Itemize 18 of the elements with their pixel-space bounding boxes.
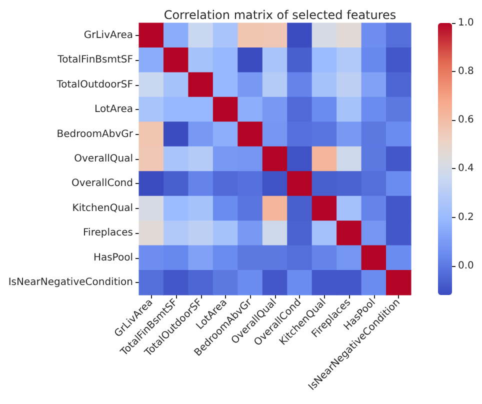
- y-tick-label: OverallCond: [71, 178, 133, 190]
- y-tick-label: BedroomAbvGr: [56, 128, 134, 140]
- color-bar-label: 0.0: [458, 260, 474, 272]
- y-tick-label: TotalOutdoorSF: [56, 79, 134, 90]
- y-tick-label: LotArea: [94, 104, 133, 116]
- y-tick-label: Fireplaces: [83, 228, 133, 239]
- color-bar-label: 0.4: [458, 163, 474, 174]
- y-tick-label: HasPool: [93, 252, 133, 264]
- y-tick-label: GrLivArea: [84, 30, 133, 41]
- y-tick-label: TotalFinBsmtSF: [56, 54, 134, 66]
- color-bar-label: 0.8: [458, 66, 474, 78]
- color-bar-label: 0.6: [458, 114, 474, 126]
- chart-title: Correlation matrix of selected features: [164, 8, 396, 22]
- y-tick-label: OverallQual: [74, 154, 133, 164]
- color-bar-label: 0.2: [458, 212, 474, 223]
- color-bar-label: 1.0: [458, 18, 474, 28]
- y-tick-label: KitchenQual: [72, 202, 133, 214]
- y-tick-label: IsNearNegativeCondition: [8, 277, 133, 288]
